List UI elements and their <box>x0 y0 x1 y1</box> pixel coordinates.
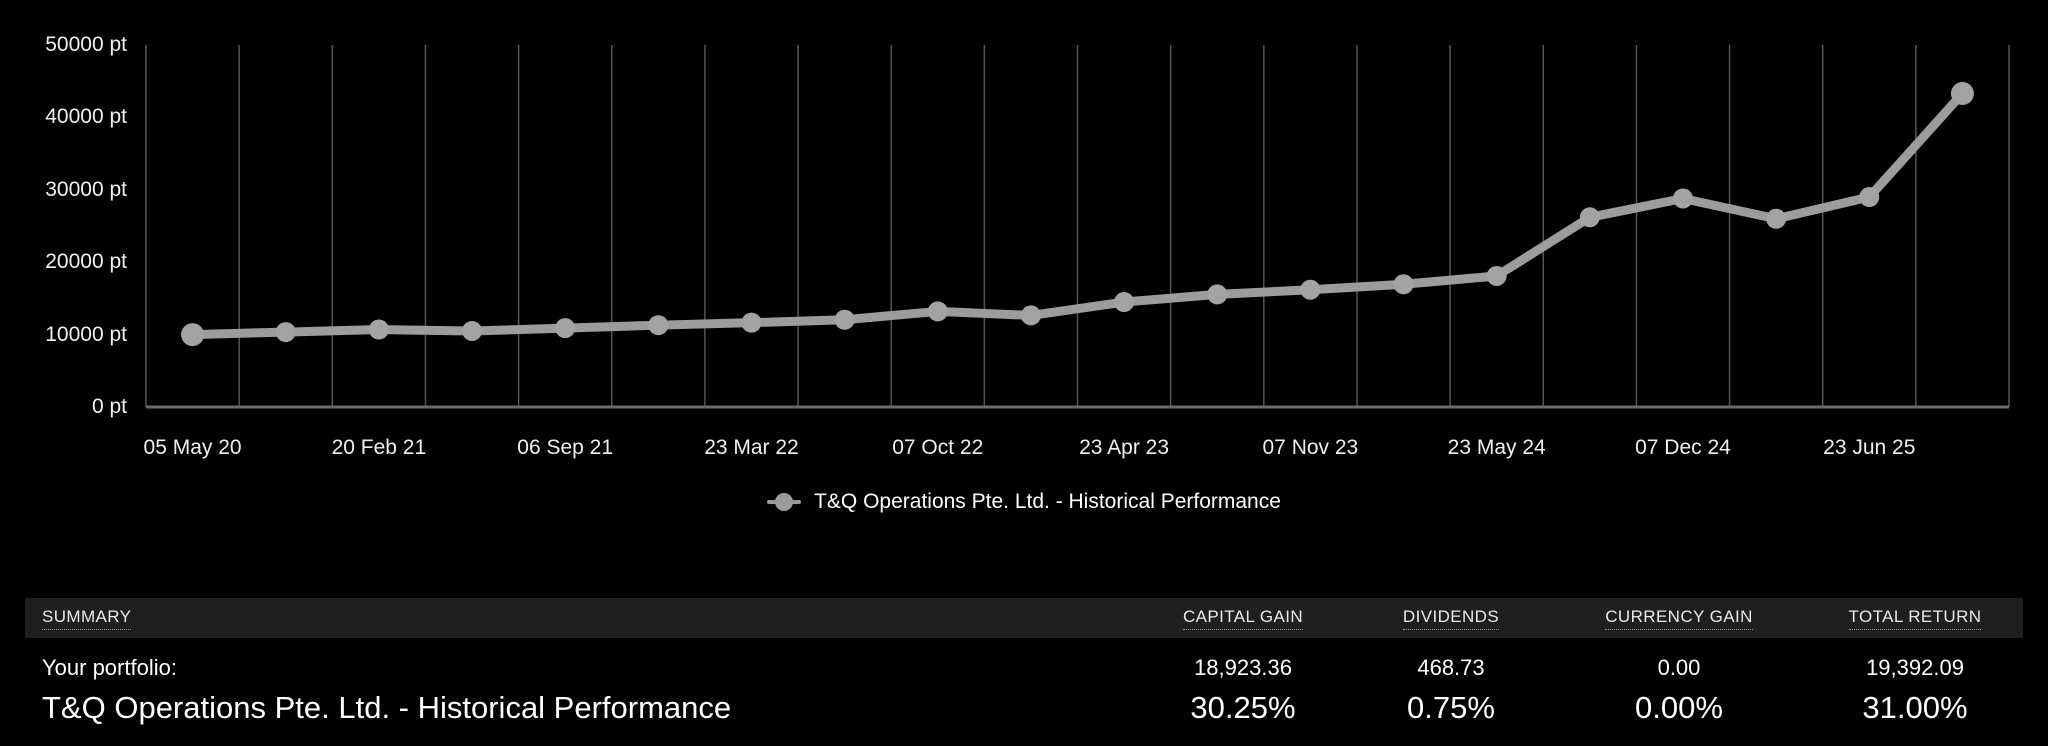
line-chart-canvas <box>145 45 2010 409</box>
x-axis-tick-label: 23 May 24 <box>1447 436 1546 459</box>
y-axis-tick-label: 30000 pt <box>45 177 127 201</box>
data-point[interactable] <box>1114 292 1135 313</box>
data-point[interactable] <box>275 322 296 343</box>
data-point[interactable] <box>462 320 483 341</box>
data-point[interactable] <box>1950 82 1974 106</box>
security-dividends-value: 0.75% <box>1407 690 1495 725</box>
y-axis-tick-label: 50000 pt <box>45 33 127 56</box>
column-header-dividends[interactable]: DIVIDENDS <box>1402 607 1500 630</box>
x-axis-tick-label: 06 Sep 21 <box>517 436 614 459</box>
portfolio-total-return-value: 19,392.09 <box>1866 655 1964 680</box>
legend-series-label: T&Q Operations Pte. Ltd. - Historical Pe… <box>814 490 1281 513</box>
data-point[interactable] <box>1486 265 1507 286</box>
series-line-marker-icon <box>767 492 802 512</box>
data-point[interactable] <box>1859 187 1880 208</box>
data-point[interactable] <box>181 323 205 347</box>
portfolio-capital-gain-value: 18,923.36 <box>1194 655 1292 680</box>
summary-table: SUMMARY CAPITAL GAIN DIVIDENDS CURRENCY … <box>25 598 2023 726</box>
portfolio-dividends-value: 468.73 <box>1417 655 1485 680</box>
x-axis-tick-label: 07 Dec 24 <box>1635 436 1731 459</box>
column-header-total-return[interactable]: TOTAL RETURN <box>1848 607 1982 630</box>
table-row-security: T&Q Operations Pte. Ltd. - Historical Pe… <box>25 690 2023 726</box>
performance-chart: 0 pt 10000 pt 20000 pt 30000 pt 40000 pt 5000… <box>0 33 2048 514</box>
y-axis-tick-label: 20000 pt <box>45 250 127 274</box>
data-point[interactable] <box>927 301 948 322</box>
chart-legend[interactable]: T&Q Operations Pte. Ltd. - Historical Pe… <box>0 490 2048 514</box>
x-axis-tick-label: 05 May 20 <box>143 436 242 459</box>
y-axis-tick-label: 10000 pt <box>45 322 127 346</box>
data-point[interactable] <box>1579 207 1600 228</box>
y-axis-tick-label: 0 pt <box>91 395 127 418</box>
portfolio-currency-gain-value: 0.00 <box>1657 655 1701 680</box>
data-point[interactable] <box>1766 208 1787 229</box>
security-capital-gain-value: 30.25% <box>1190 690 1296 725</box>
data-point[interactable] <box>555 318 576 339</box>
y-axis-tick-label: 40000 pt <box>45 105 127 129</box>
x-axis-tick-label: 20 Feb 21 <box>331 436 427 459</box>
row-label: T&Q Operations Pte. Ltd. - Historical Pe… <box>42 690 732 725</box>
x-axis-tick-label: 07 Nov 23 <box>1262 436 1359 459</box>
data-point[interactable] <box>1207 284 1228 305</box>
x-axis-tick-label: 23 Jun 25 <box>1823 436 1916 459</box>
x-axis-tick-label: 23 Apr 23 <box>1079 436 1170 459</box>
column-header-summary[interactable]: SUMMARY <box>42 607 132 630</box>
x-axis-tick-label: 07 Oct 22 <box>892 436 984 459</box>
data-point[interactable] <box>368 319 389 340</box>
series-line <box>188 89 1967 340</box>
data-point[interactable] <box>1393 274 1414 295</box>
row-label: Your portfolio: <box>42 655 177 680</box>
summary-table-header: SUMMARY CAPITAL GAIN DIVIDENDS CURRENCY … <box>25 598 2023 638</box>
column-header-capital-gain[interactable]: CAPITAL GAIN <box>1182 607 1304 630</box>
table-row-portfolio: Your portfolio: 18,923.36 468.73 0.00 19… <box>25 655 2023 681</box>
security-total-return-value: 31.00% <box>1862 690 1968 725</box>
data-point[interactable] <box>1672 188 1693 209</box>
data-point[interactable] <box>741 312 762 333</box>
data-point[interactable] <box>648 315 669 336</box>
security-currency-gain-value: 0.00% <box>1635 690 1723 725</box>
data-point[interactable] <box>1300 279 1321 300</box>
column-header-currency-gain[interactable]: CURRENCY GAIN <box>1605 607 1753 630</box>
x-axis-tick-label: 23 Mar 22 <box>704 436 799 459</box>
data-point[interactable] <box>1020 305 1041 326</box>
data-point[interactable] <box>834 309 855 330</box>
